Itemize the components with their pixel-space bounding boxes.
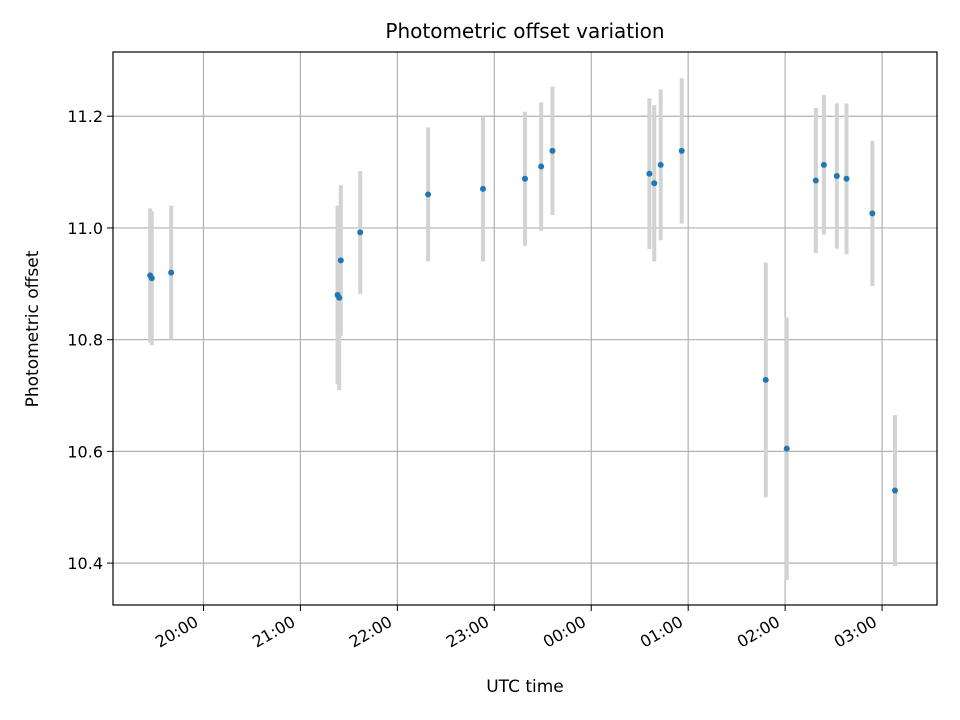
data-point	[820, 161, 827, 168]
data-point	[549, 147, 556, 154]
y-tick-label: 11.0	[67, 219, 103, 238]
data-point	[148, 275, 155, 282]
data-point	[538, 163, 545, 170]
data-point	[336, 294, 343, 301]
x-axis-label: UTC time	[486, 677, 564, 697]
data-points	[147, 147, 898, 494]
data-point	[783, 445, 790, 452]
data-point	[646, 170, 653, 177]
grid	[113, 52, 937, 605]
data-point	[168, 269, 175, 276]
data-point	[762, 376, 769, 383]
y-axis-ticks: 10.4 10.6 10.8 11.0 11.2	[67, 107, 113, 573]
chart-title: Photometric offset variation	[385, 19, 664, 43]
y-tick-label: 11.2	[67, 107, 103, 126]
y-tick-label: 10.8	[67, 331, 103, 350]
data-point	[833, 173, 840, 180]
data-point	[337, 257, 344, 264]
data-point	[651, 180, 658, 187]
data-point	[678, 147, 685, 154]
data-point	[657, 161, 664, 168]
data-point	[891, 487, 898, 494]
data-point	[869, 210, 876, 217]
data-point	[357, 229, 364, 236]
data-point	[843, 175, 850, 182]
data-point	[522, 175, 528, 182]
y-tick-label: 10.6	[67, 442, 103, 461]
data-point	[425, 191, 432, 198]
data-point	[479, 185, 486, 192]
y-axis-label: Photometric offset	[23, 250, 43, 407]
plot-frame	[112, 51, 938, 606]
data-point	[812, 177, 819, 184]
y-tick-label: 10.4	[67, 554, 103, 573]
